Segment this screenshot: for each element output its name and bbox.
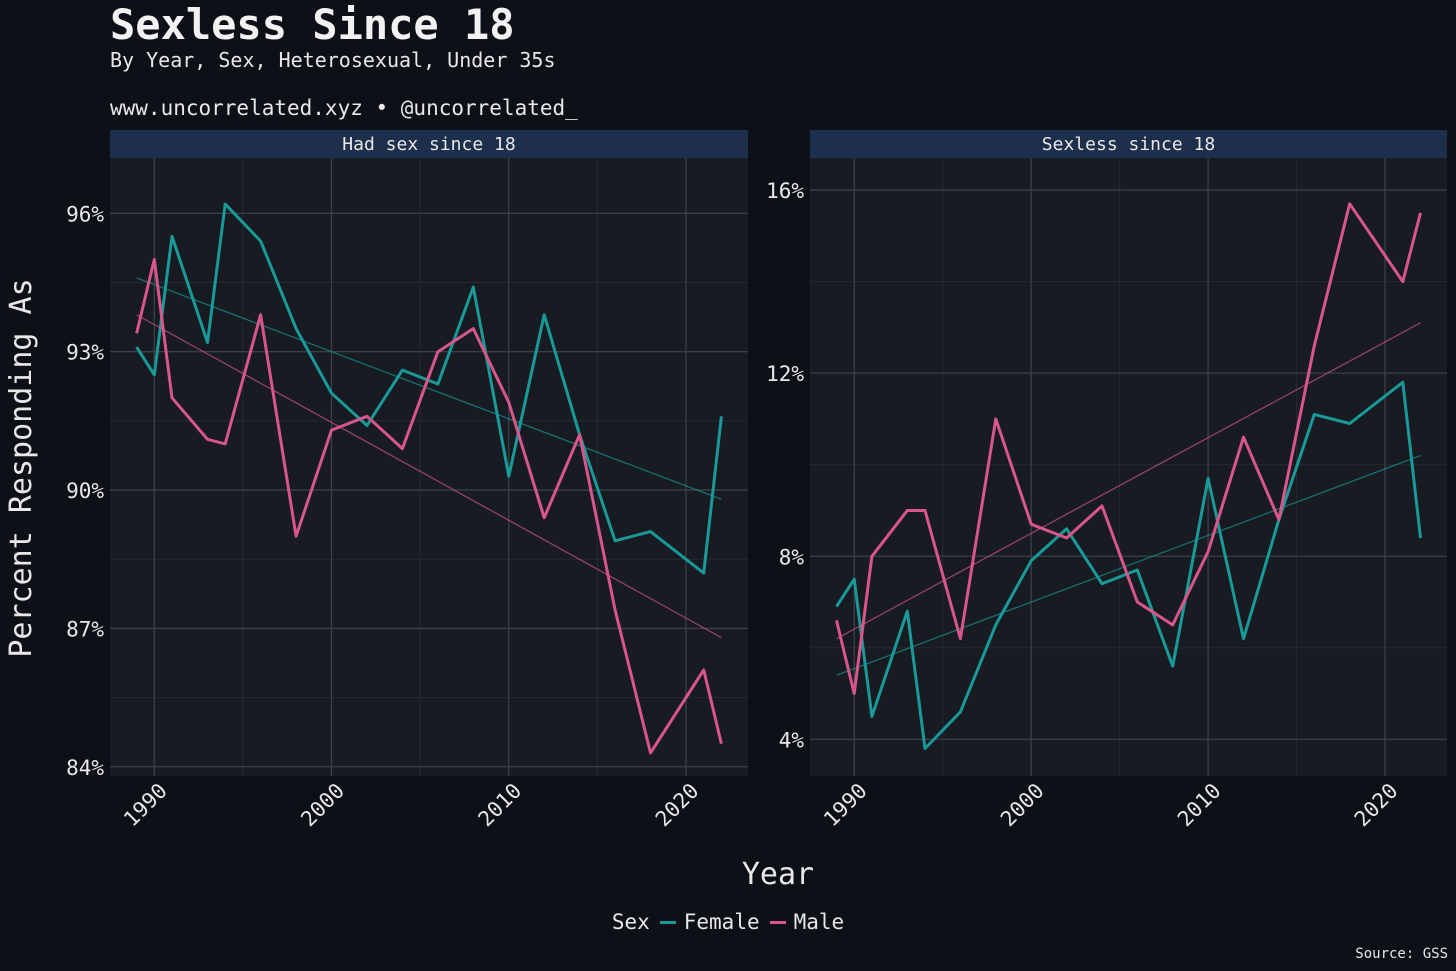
x-tick-label: 2010 [474, 779, 527, 832]
legend-key-female [659, 920, 676, 924]
x-tick-label: 2000 [996, 779, 1049, 832]
y-tick-label: 4% [779, 728, 805, 752]
y-tick-label: 93% [66, 341, 104, 365]
chart-subtitle: By Year, Sex, Heterosexual, Under 35s [110, 48, 556, 72]
source-note: Source: GSS [1355, 946, 1448, 962]
x-tick-label: 2020 [1350, 779, 1403, 832]
legend: Sex Female Male [0, 910, 1456, 934]
panel-background [810, 158, 1447, 776]
y-tick-label: 16% [766, 179, 804, 203]
y-tick-label: 8% [779, 545, 805, 569]
panel-sexless: Sexless since 18 1990 2000 2010 2020 4% 8% 12% 1… [766, 130, 1447, 831]
x-axis-title: Year [742, 857, 814, 892]
x-tick-label: 1990 [119, 779, 172, 832]
y-tick-label: 87% [66, 617, 104, 641]
legend-title: Sex [611, 910, 650, 934]
series-line-female [835, 380, 1422, 750]
chart-title: Sexless Since 18 [110, 0, 515, 49]
panel-title: Sexless since 18 [1042, 134, 1215, 155]
x-tick-label: 2000 [296, 779, 349, 832]
legend-label-female: Female [683, 910, 760, 934]
trend-line-female [836, 454, 1421, 676]
panel-had-sex: Had sex since 18 1990 2000 2010 2020 84% 87% 90… [66, 130, 748, 831]
chart-caption: www.uncorrelated.xyz • @uncorrelated_ [110, 96, 578, 120]
panel-title: Had sex since 18 [342, 134, 515, 155]
series-line-male [135, 258, 723, 755]
x-tick-label: 2010 [1173, 779, 1226, 832]
trend-line-male [136, 314, 722, 639]
series-line-male [835, 202, 1422, 696]
y-axis-title: Percent Responding As [4, 278, 39, 657]
panel-strip [110, 130, 748, 158]
panel-strip [810, 130, 1447, 158]
panel-background [110, 158, 748, 776]
series-line-female [135, 202, 723, 575]
y-tick-label: 12% [766, 362, 804, 386]
trend-line-male [836, 322, 1421, 640]
x-tick-label: 2020 [651, 779, 704, 832]
trend-line-female [136, 277, 722, 500]
legend-key-male [769, 920, 786, 924]
y-tick-label: 90% [66, 479, 104, 503]
legend-label-male: Male [793, 910, 845, 934]
y-tick-label: 84% [66, 756, 104, 780]
y-tick-label: 96% [66, 202, 104, 226]
x-tick-label: 1990 [819, 779, 872, 832]
